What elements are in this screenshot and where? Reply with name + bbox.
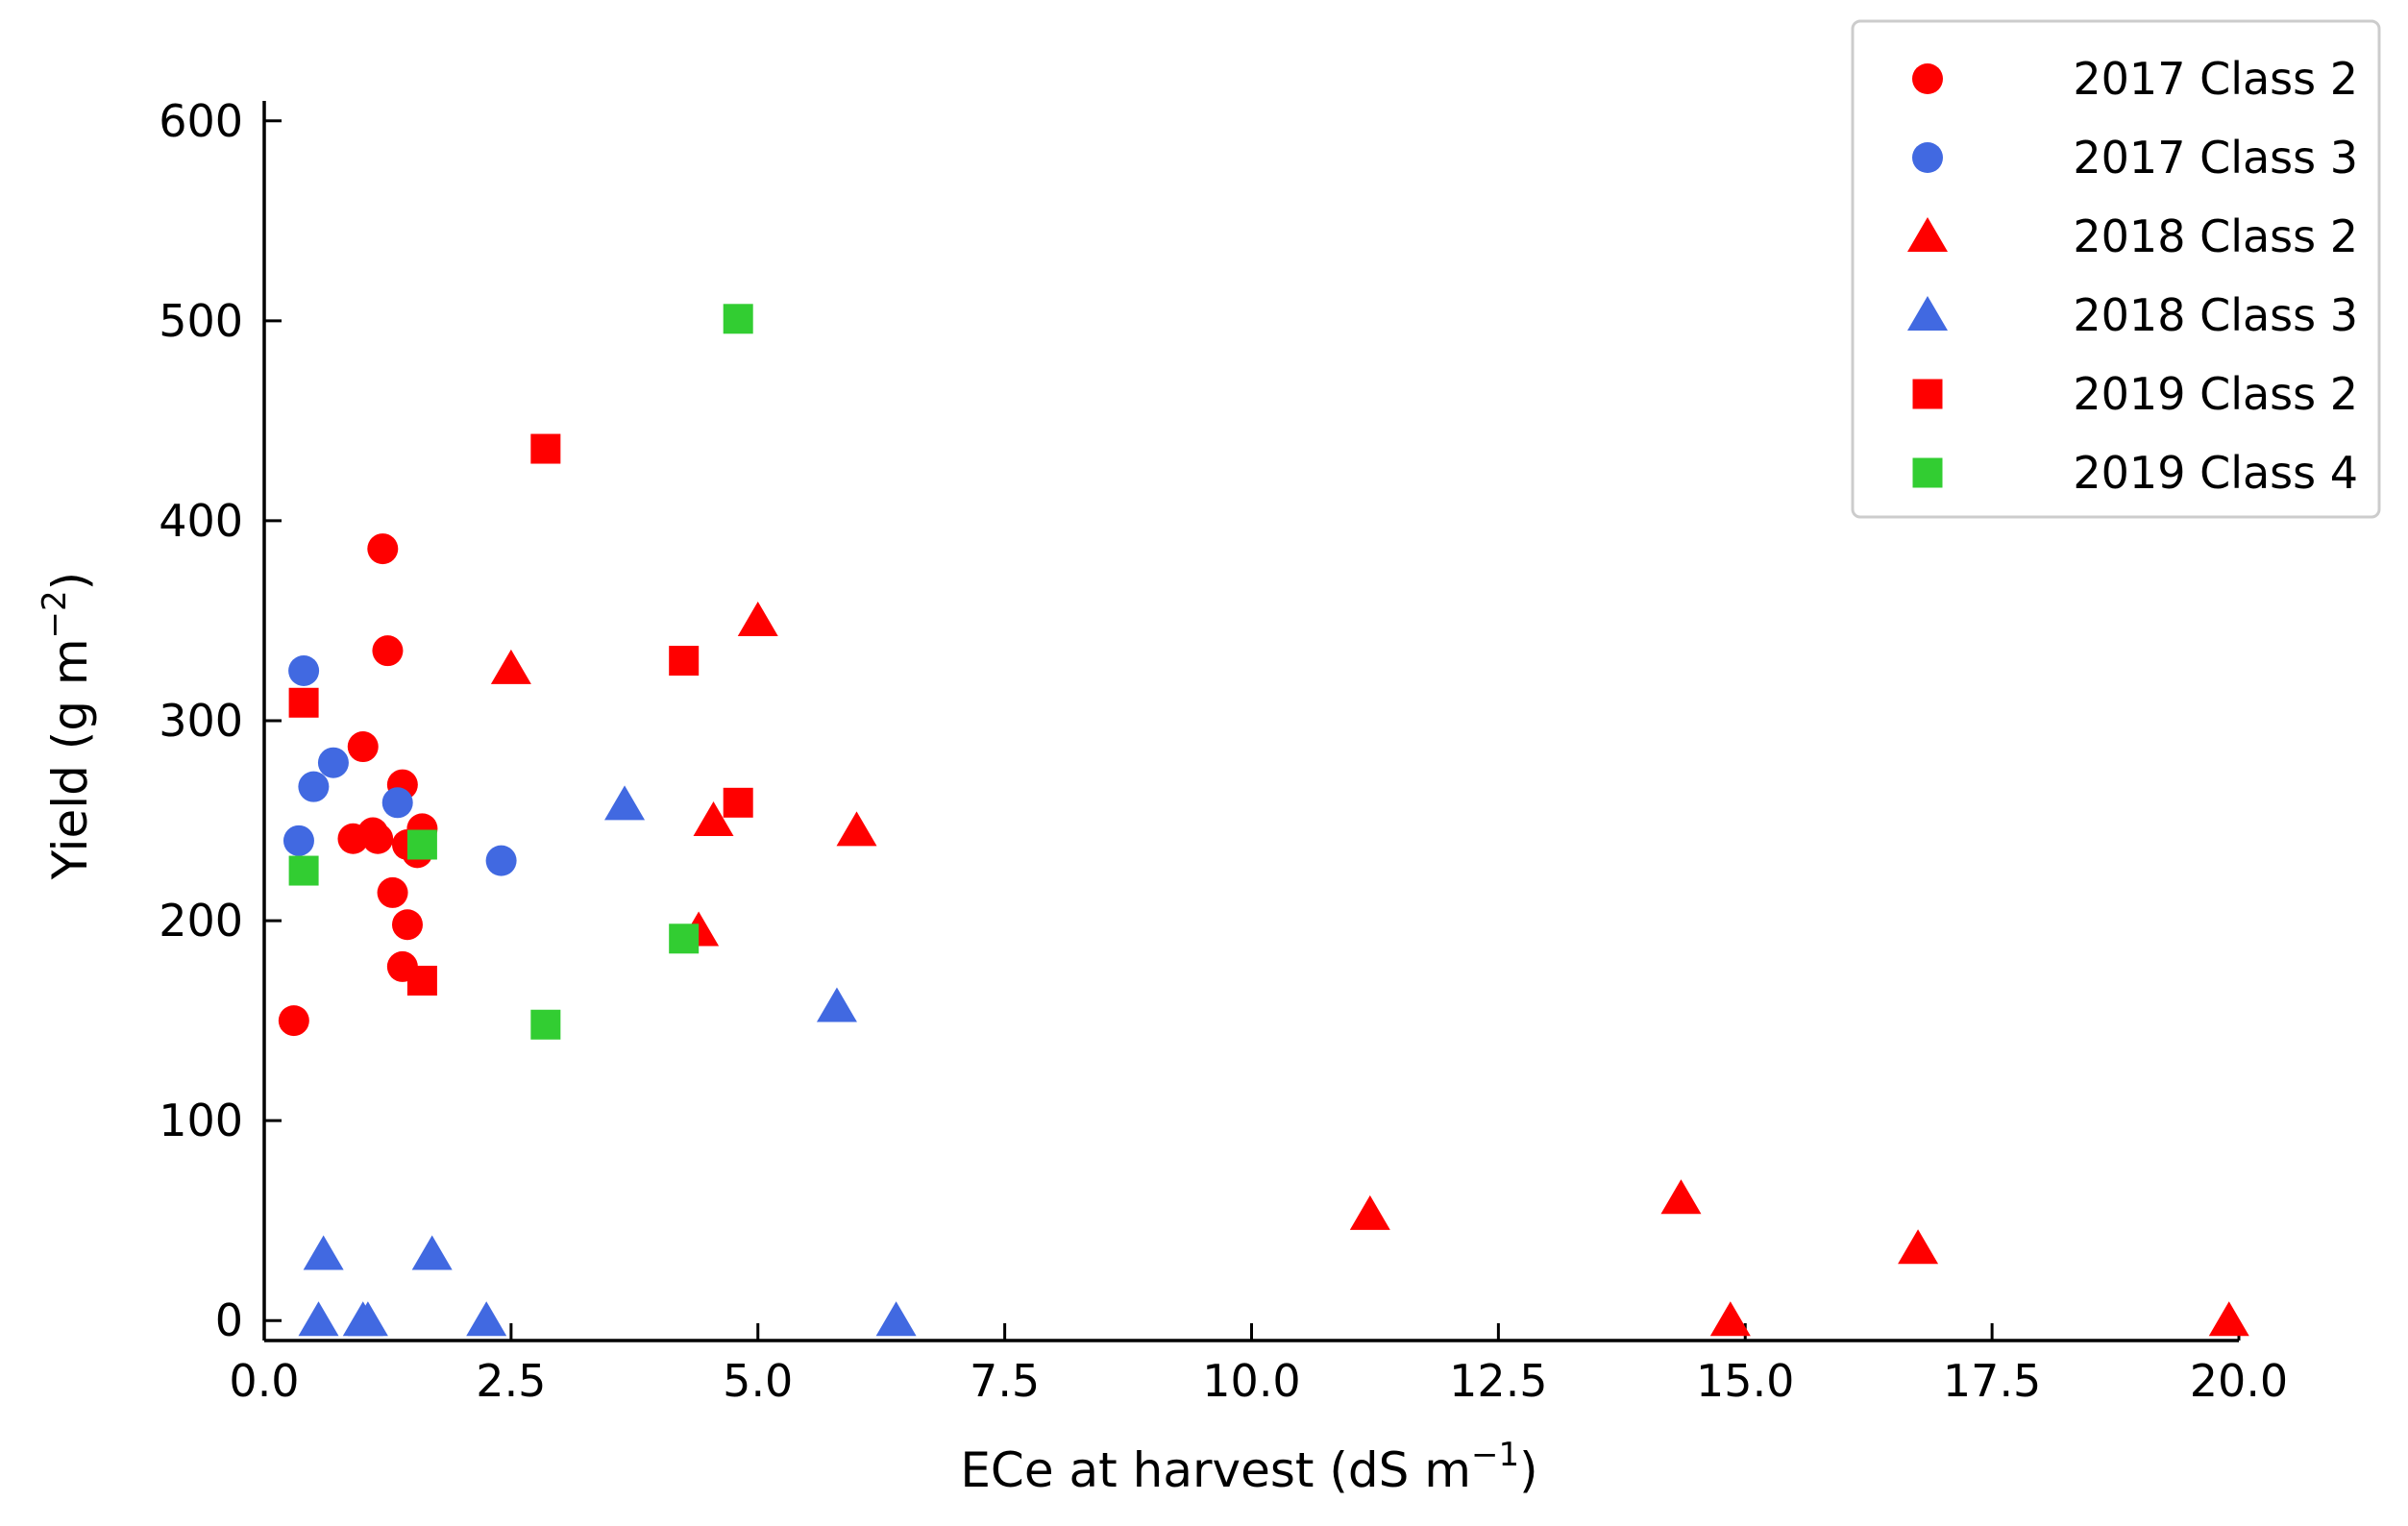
data-points	[278, 304, 2249, 1337]
data-point-2017-class-3	[298, 771, 330, 802]
series-2017-class-2	[278, 533, 438, 1037]
data-point-2017-class-3	[283, 825, 314, 856]
legend-marker	[1907, 296, 1948, 331]
x-tick-label: 2.5	[476, 1355, 546, 1407]
x-tick-label: 0.0	[229, 1355, 299, 1407]
data-point-2018-class-2	[836, 811, 877, 847]
y-tick-label: 300	[159, 695, 243, 747]
y-tick-label: 200	[159, 895, 243, 947]
legend-frame	[1851, 19, 2381, 519]
x-axis-label-text: ECe at harvest (dS m	[960, 1442, 1471, 1498]
data-point-2019-class-4	[723, 304, 753, 334]
data-point-2018-class-3	[604, 785, 646, 821]
x-axis-label-end: )	[1519, 1442, 1538, 1498]
series-2019-class-2	[288, 433, 753, 996]
x-tick-label: 7.5	[970, 1355, 1040, 1407]
data-point-2019-class-4	[669, 923, 700, 954]
y-tick-label: 0	[215, 1294, 243, 1346]
x-tick-label: 15.0	[1696, 1355, 1794, 1407]
data-point-2018-class-2	[2208, 1301, 2249, 1337]
x-tick-label: 17.5	[1943, 1355, 2041, 1407]
y-tick-label: 100	[159, 1095, 243, 1146]
y-tick-label: 500	[159, 295, 243, 347]
y-axis-label-text: Yield (g m	[42, 638, 98, 880]
data-point-2018-class-3	[816, 987, 857, 1022]
legend-marker	[1912, 142, 1943, 173]
x-tick-label: 12.5	[1449, 1355, 1547, 1407]
legend-marker	[1907, 217, 1948, 252]
data-point-2017-class-2	[372, 635, 404, 667]
legend-marker	[1912, 63, 1943, 94]
data-point-2018-class-2	[1349, 1194, 1390, 1230]
legend-marker	[1912, 379, 1943, 409]
legend-label: 2018 Class 3	[2073, 289, 2358, 341]
x-tick-label: 10.0	[1202, 1355, 1300, 1407]
data-point-2017-class-3	[288, 654, 320, 686]
legend-label: 2019 Class 2	[2073, 368, 2358, 420]
data-point-2017-class-2	[367, 533, 399, 565]
y-tick-label: 400	[159, 495, 243, 547]
x-tick-label: 20.0	[2190, 1355, 2288, 1407]
y-axis-label: Yield (g m−2)	[36, 572, 98, 880]
series-2017-class-3	[283, 654, 517, 876]
legend: 2017 Class 2 2017 Class 3 2018 Class 2 2018…	[1851, 19, 2381, 519]
data-point-2019-class-2	[530, 433, 561, 464]
data-point-2018-class-3	[298, 1301, 339, 1337]
data-point-2017-class-2	[377, 876, 408, 908]
x-axis-label: ECe at harvest (dS m−1)	[960, 1436, 1537, 1498]
data-point-2018-class-2	[1898, 1229, 1939, 1265]
x-axis-ticks: 0.0 2.5 5.0 7.5 10.0 12.5 15.0 17.5 20.0	[229, 1323, 2288, 1407]
x-axis-label-superscript: −1	[1471, 1436, 1519, 1474]
data-point-2017-class-2	[278, 1005, 309, 1037]
data-point-2017-class-2	[391, 909, 423, 941]
data-point-2017-class-2	[362, 823, 394, 854]
data-point-2017-class-3	[381, 787, 413, 819]
data-point-2019-class-2	[723, 787, 753, 818]
data-point-2018-class-2	[1660, 1179, 1702, 1215]
data-point-2017-class-3	[485, 845, 517, 876]
data-point-2019-class-4	[530, 1009, 561, 1040]
data-point-2018-class-2	[693, 801, 734, 837]
y-axis-label-end: )	[42, 572, 98, 591]
legend-label: 2017 Class 2	[2073, 53, 2358, 105]
series-2018-class-3	[298, 785, 917, 1337]
data-point-2017-class-3	[317, 747, 349, 778]
legend-label: 2018 Class 2	[2073, 210, 2358, 262]
data-point-2018-class-3	[347, 1301, 388, 1337]
x-tick-label: 5.0	[723, 1355, 793, 1407]
y-axis-ticks: 0 100 200 300 400 500 600	[159, 95, 282, 1346]
data-point-2019-class-2	[669, 646, 700, 677]
legend-label: 2017 Class 3	[2073, 132, 2358, 184]
data-point-2019-class-2	[406, 965, 437, 996]
series-2019-class-4	[288, 304, 753, 1040]
y-axis-label-superscript: −2	[36, 590, 74, 638]
legend-marker	[1912, 457, 1943, 488]
legend-label: 2019 Class 4	[2073, 447, 2358, 499]
data-point-2018-class-2	[737, 601, 778, 636]
data-point-2018-class-3	[466, 1301, 507, 1337]
series-2018-class-2	[490, 601, 2249, 1337]
data-point-2019-class-4	[288, 855, 319, 886]
data-point-2018-class-3	[303, 1235, 344, 1270]
data-point-2018-class-2	[490, 649, 531, 684]
data-point-2019-class-2	[288, 687, 319, 718]
data-point-2018-class-3	[411, 1235, 453, 1270]
data-point-2017-class-2	[347, 731, 379, 763]
data-point-2019-class-4	[406, 829, 437, 860]
data-point-2018-class-2	[1709, 1301, 1751, 1337]
y-tick-label: 600	[159, 95, 243, 147]
data-point-2018-class-3	[875, 1301, 917, 1337]
